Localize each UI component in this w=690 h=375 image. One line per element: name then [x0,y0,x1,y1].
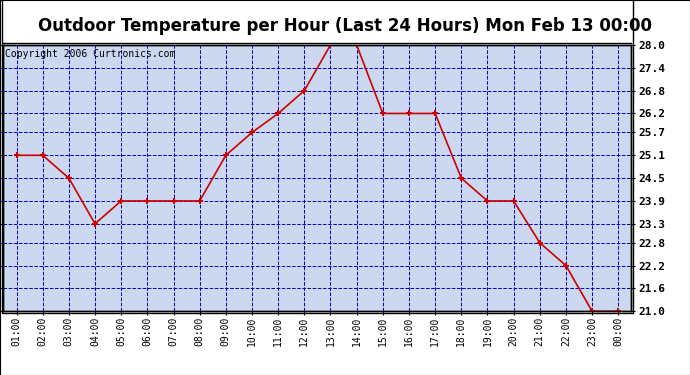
Text: Copyright 2006 Curtronics.com: Copyright 2006 Curtronics.com [5,49,175,59]
Bar [2,0,633,313]
Text: Outdoor Temperature per Hour (Last 24 Hours) Mon Feb 13 00:00: Outdoor Temperature per Hour (Last 24 Ho… [38,17,652,35]
